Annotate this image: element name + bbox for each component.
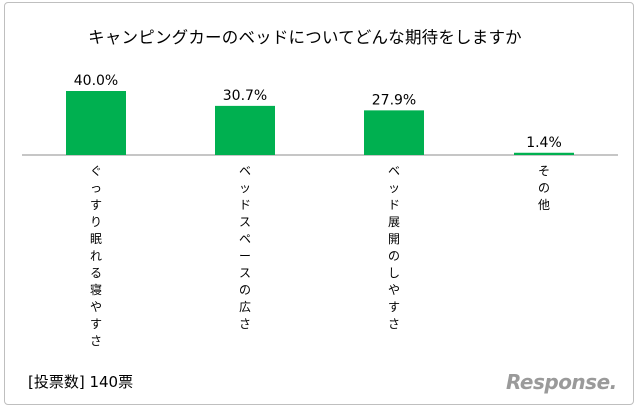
category-label-3: ベッド展開のしやすさ	[387, 164, 400, 331]
data-label-4: 1.4%	[526, 135, 562, 151]
bar-3	[364, 110, 424, 155]
data-label-1: 40.0%	[74, 73, 118, 89]
vote-count-note: [投票数] 140票	[28, 373, 134, 391]
category-label-2: ベッドスペースの広さ	[238, 164, 251, 331]
bar-4	[514, 152, 574, 155]
chart-frame	[4, 2, 634, 405]
chart-title: キャンピングカーのベッドについてどんな期待をしますか	[88, 28, 522, 47]
bar-1	[66, 91, 126, 155]
response-logo: Response.	[506, 370, 617, 394]
category-label-1: ぐっすり眠れる寝やすさ	[89, 164, 102, 348]
category-label-4: その他	[537, 164, 550, 212]
bar-2	[215, 105, 275, 155]
data-label-2: 30.7%	[223, 88, 267, 104]
data-label-3: 27.9%	[372, 92, 416, 108]
